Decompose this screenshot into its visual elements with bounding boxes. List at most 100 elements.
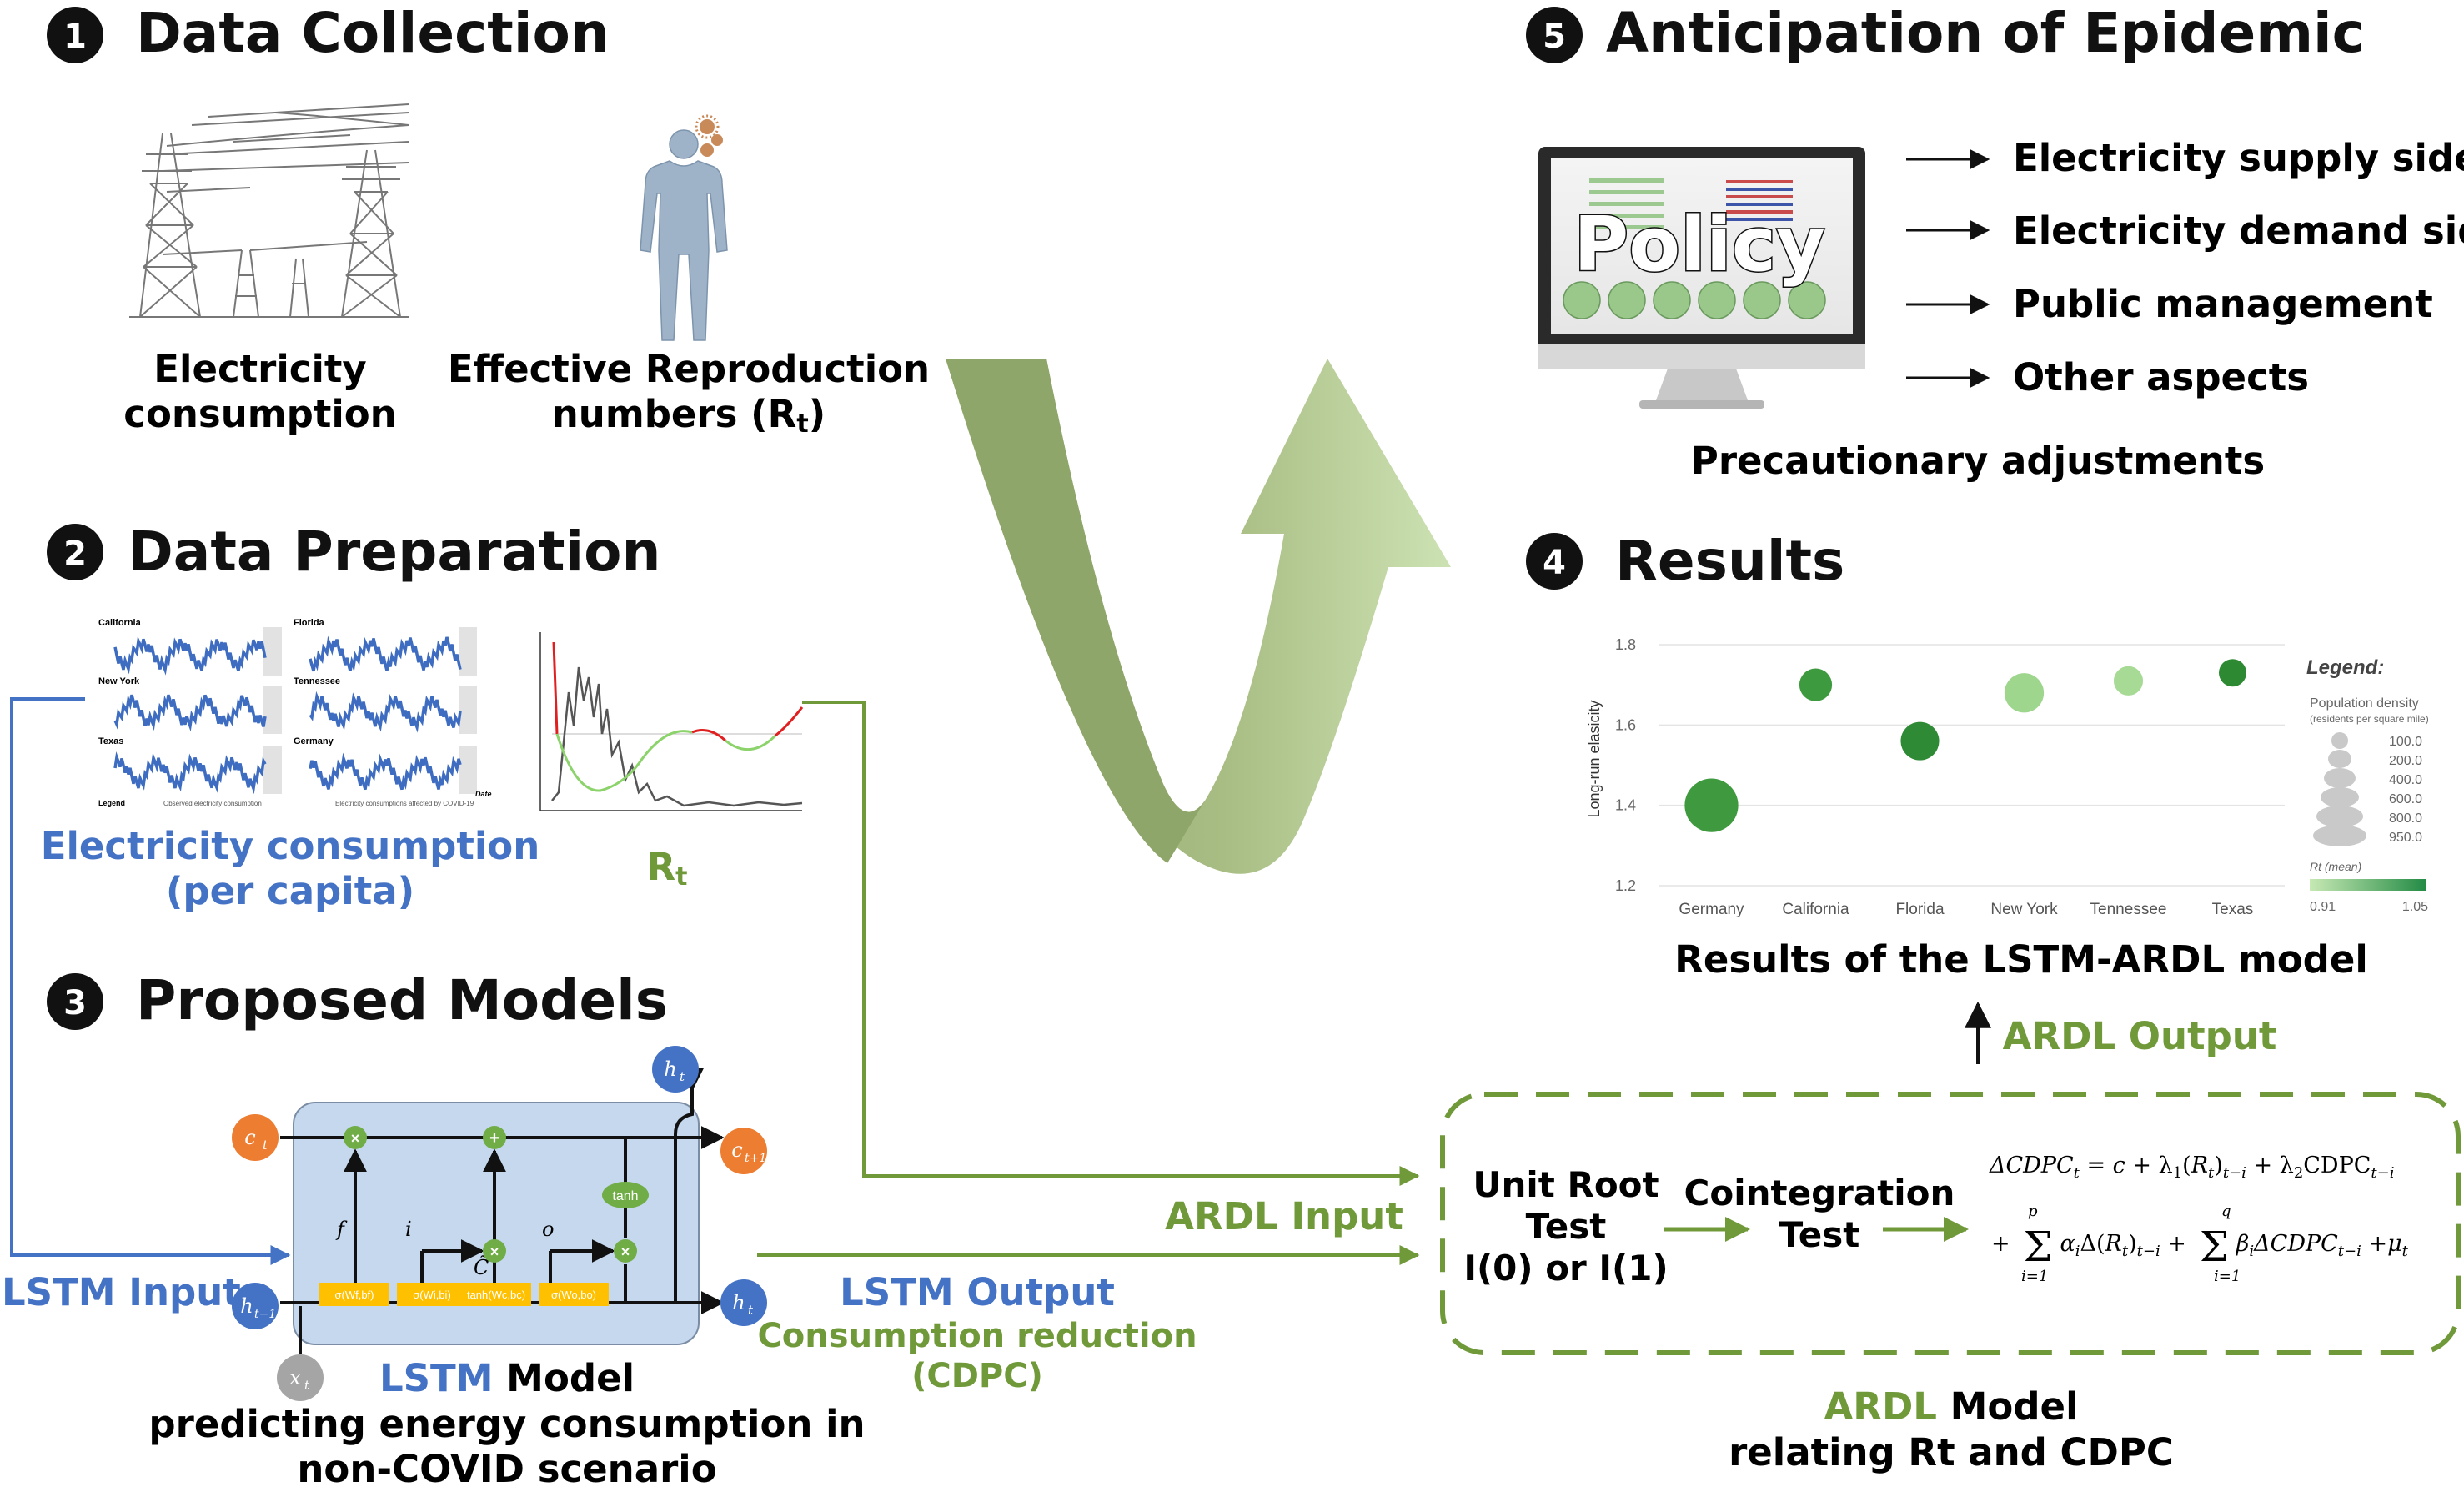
multiply-op-output	[614, 1239, 637, 1263]
output-gate-label: σ(Wo,bo)	[551, 1289, 596, 1301]
virus-icon	[695, 114, 723, 157]
candidate-gate-label: tanh(Wc,bc)	[467, 1289, 525, 1301]
x-tick-label: Florida	[1895, 901, 1945, 918]
rt-red-segment-2	[691, 729, 727, 742]
section-5-header: 5 Anticipation of Epidemic	[1526, 1, 2365, 65]
ardl-input-label: ARDL Input	[1165, 1194, 1403, 1238]
rt-red-segment-3	[775, 706, 804, 737]
x-tick-label: Tennessee	[2090, 901, 2167, 918]
legend-rt-max: 1.05	[2402, 900, 2428, 914]
y-tick-label: 1.4	[1615, 797, 1636, 814]
ts-series-line	[113, 635, 267, 676]
svg-text:t: t	[263, 1138, 268, 1153]
electricity-label-1: Electricity	[153, 347, 366, 391]
section-3-header: 3 Proposed Models	[47, 968, 668, 1032]
ardl-model-title: ARDL Model	[1824, 1384, 2078, 1429]
ts-covid-band	[459, 686, 477, 734]
lstm-output-label: LSTM Output	[840, 1270, 1115, 1314]
monitor-icon: Policy	[1538, 147, 1865, 409]
chart-y-axis-label: Long-run elasicity	[1586, 700, 1603, 817]
anticipation-item-2: Electricity demand side	[2013, 208, 2464, 253]
precautionary-caption: Precautionary adjustments	[1691, 439, 2265, 483]
coint-2: Test	[1779, 1214, 1860, 1255]
multiply-op-input	[483, 1239, 506, 1263]
section-2-number: 2	[63, 535, 87, 573]
svg-text:h: h	[732, 1291, 745, 1314]
cycle-arrow	[946, 359, 1451, 874]
y-tick-label: 1.6	[1615, 716, 1636, 733]
section-1-number: 1	[63, 18, 87, 56]
svg-text:×: ×	[490, 1243, 499, 1260]
svg-text:q: q	[2221, 1203, 2231, 1220]
unit-root-2: Test	[1526, 1206, 1607, 1247]
y-tick-label: 1.2	[1615, 877, 1636, 894]
svg-text:i=1: i=1	[2021, 1268, 2048, 1285]
ts-legend-label: Legend	[98, 799, 125, 807]
state-label-germany: Germany	[294, 736, 334, 746]
tanh-label: tanh	[612, 1189, 638, 1203]
legend-pop-sub: (residents per square mile)	[2310, 713, 2429, 725]
section-3-title: Proposed Models	[136, 968, 668, 1032]
ts-series-line	[309, 691, 462, 733]
ardl-input-arrow	[802, 701, 1420, 1186]
i-symbol: i	[405, 1218, 412, 1241]
section-5-number: 5	[1543, 18, 1566, 56]
svg-text:×: ×	[621, 1243, 630, 1260]
scatter-point	[2004, 673, 2045, 713]
unit-root-3: I(0) or I(1)	[1463, 1248, 1668, 1289]
results-chart: Long-run elasicity 1.2 1.4 1.6 1.8 Germany C…	[1586, 636, 2285, 918]
electricity-label-2: consumption	[123, 392, 396, 436]
candidate-gate-box	[461, 1283, 531, 1306]
ardl-box: Unit Root Test I(0) or I(1) Cointegratio…	[1440, 1092, 2461, 1355]
svg-text:t: t	[680, 1069, 685, 1084]
rt-mini-chart	[539, 632, 804, 811]
legend-size-3: 400.0	[2389, 773, 2422, 787]
rt-green-segment-1	[555, 730, 693, 792]
x-tick-label: Texas	[2212, 901, 2254, 918]
lstm-output-sub-1: Consumption reduction	[757, 1317, 1197, 1355]
ts-series-line	[113, 694, 267, 732]
legend-pop: Population density	[2310, 696, 2419, 711]
legend-rt-gradient	[2310, 879, 2426, 891]
scatter-point	[1684, 778, 1739, 832]
ardl-model-desc: relating Rt and CDPC	[1729, 1430, 2174, 1474]
svg-text:t+1: t+1	[745, 1152, 766, 1165]
section-4-number: 4	[1543, 544, 1566, 582]
add-op-cell	[483, 1126, 506, 1149]
results-caption: Results of the LSTM-ARDL model	[1674, 937, 2368, 982]
svg-text:x: x	[289, 1366, 301, 1389]
svg-text:i=1: i=1	[2214, 1268, 2241, 1285]
ts-observed-label: Observed electricity consumption	[163, 800, 262, 807]
ts-covid-band	[459, 746, 477, 794]
forget-gate-box	[319, 1283, 389, 1306]
ts-series-line	[309, 635, 462, 672]
rt-caption: Rt	[647, 845, 688, 892]
svg-text:h: h	[664, 1057, 676, 1081]
section-1-header: 1 Data Collection	[47, 1, 610, 65]
legend-rt-min: 0.91	[2310, 900, 2336, 914]
section-5-title: Anticipation of Epidemic	[1606, 1, 2365, 65]
scatter-point	[1799, 668, 1833, 701]
ts-series-line	[309, 752, 462, 791]
lstm-model-desc-1: predicting energy consumption in	[148, 1402, 865, 1446]
lstm-model-title: LSTM Model	[379, 1356, 635, 1400]
ts-covid-band	[263, 627, 282, 676]
svg-text:h: h	[240, 1294, 253, 1318]
rt-red-segment-1	[552, 641, 559, 735]
elec-caption-1: Electricity consumption	[41, 824, 540, 868]
human-body-icon	[640, 129, 728, 341]
power-tower-icon	[129, 103, 409, 318]
section-3-number: 3	[63, 984, 87, 1022]
electricity-series-panel: California Florida New York Tennessee Te…	[93, 615, 492, 807]
results-legend: Legend: Population density (residents pe…	[2306, 656, 2429, 914]
rt-label-1: Effective Reproduction	[448, 347, 930, 391]
y-tick-label: 1.8	[1615, 636, 1636, 653]
section-1-title: Data Collection	[136, 1, 610, 65]
o-symbol: o	[542, 1218, 554, 1241]
x-tick-label: California	[1782, 901, 1849, 918]
ardl-output-label: ARDL Output	[2003, 1014, 2277, 1058]
